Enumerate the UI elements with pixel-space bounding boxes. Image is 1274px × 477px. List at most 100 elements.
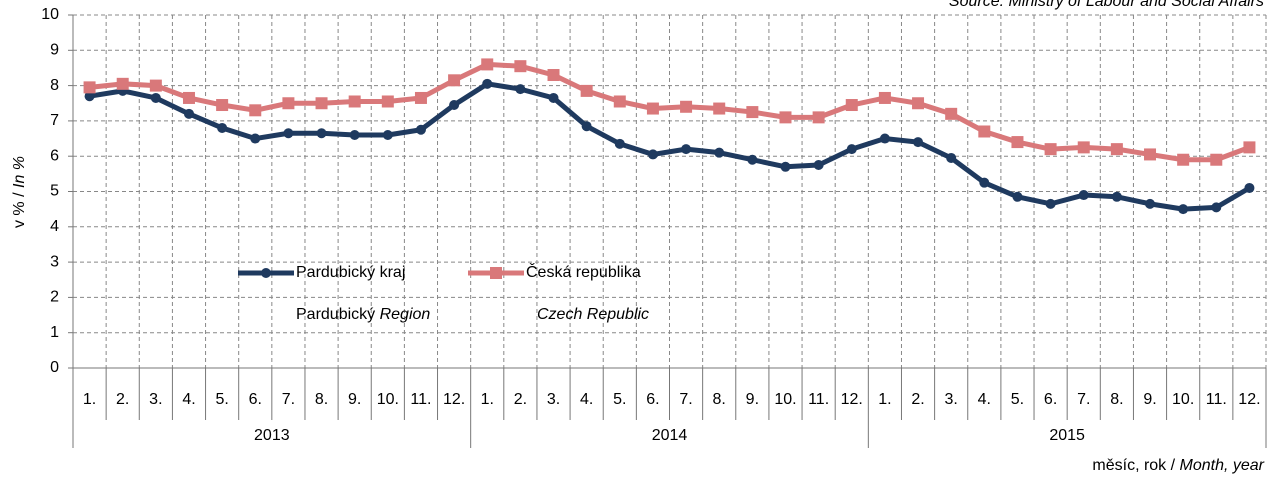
y-tick-label: 6 [50, 147, 59, 164]
x-tick-label: 7. [1077, 391, 1090, 408]
marker [1145, 198, 1156, 209]
x-tick-label: 2. [116, 391, 129, 408]
marker [349, 130, 360, 141]
marker [1144, 148, 1157, 161]
marker [381, 95, 394, 108]
marker [614, 138, 625, 149]
y-tick-label: 7 [50, 112, 59, 129]
marker [680, 100, 693, 113]
marker [747, 154, 758, 165]
marker [780, 161, 791, 172]
x-tick-label: 10. [774, 391, 796, 408]
marker [1044, 143, 1057, 156]
marker [490, 267, 502, 279]
x-tick-label: 6. [249, 391, 262, 408]
marker [581, 121, 592, 132]
marker [548, 92, 559, 103]
group-label: 2015 [1049, 427, 1085, 444]
marker [845, 99, 858, 112]
x-label-part: měsíc, rok / [1092, 457, 1179, 474]
x-tick-label: 7. [679, 391, 692, 408]
marker [1078, 190, 1089, 201]
marker [415, 124, 426, 135]
marker [1110, 143, 1123, 156]
x-tick-label: 9. [1143, 391, 1156, 408]
marker [779, 111, 792, 124]
marker [261, 268, 271, 278]
marker [547, 69, 560, 82]
marker [713, 102, 726, 115]
x-tick-label: 12. [1238, 391, 1260, 408]
marker [913, 137, 924, 148]
marker [217, 122, 228, 133]
marker [348, 95, 361, 108]
x-tick-label: 8. [1110, 391, 1123, 408]
y-tick-label: 10 [41, 6, 59, 23]
marker [979, 177, 990, 188]
x-tick-label: 5. [1011, 391, 1024, 408]
marker [149, 79, 162, 92]
y-tick-label: 0 [50, 359, 59, 376]
marker [1012, 191, 1023, 202]
marker [182, 91, 195, 104]
x-tick-label: 3. [149, 391, 162, 408]
y-axis-label: v % / In % [11, 156, 28, 228]
marker [647, 149, 658, 160]
marker [1045, 198, 1056, 209]
legend-subtitle: Pardubický Region [296, 306, 430, 323]
marker [812, 111, 825, 124]
marker [448, 74, 461, 87]
marker [846, 144, 857, 155]
marker [580, 84, 593, 97]
marker [315, 97, 328, 110]
marker [84, 91, 95, 102]
marker [879, 133, 890, 144]
y-tick-label: 1 [50, 324, 59, 341]
marker [414, 91, 427, 104]
legend-subtitle-part: Region [380, 306, 431, 323]
x-tick-label: 9. [348, 391, 361, 408]
x-tick-label: 10. [377, 391, 399, 408]
x-tick-label: 10. [1172, 391, 1194, 408]
marker [1210, 153, 1223, 166]
x-axis-label: měsíc, rok / Month, year [1092, 457, 1264, 474]
x-tick-label: 5. [215, 391, 228, 408]
x-tick-label: 6. [1044, 391, 1057, 408]
marker [481, 58, 494, 71]
x-tick-label: 4. [580, 391, 593, 408]
marker [1178, 204, 1189, 215]
x-tick-label: 11. [410, 391, 431, 408]
marker [250, 133, 261, 144]
marker [646, 102, 659, 115]
y-label-part: In % [11, 156, 28, 188]
x-tick-label: 11. [1206, 391, 1227, 408]
x-tick-label: 1. [878, 391, 891, 408]
legend-label: Česká republika [526, 262, 641, 281]
legend-subtitle-part: Czech Republic [537, 306, 649, 323]
y-tick-label: 8 [50, 77, 59, 94]
series-line [89, 81, 1251, 212]
marker [945, 107, 958, 120]
marker [282, 97, 295, 110]
group-label: 2014 [652, 427, 688, 444]
x-tick-label: 3. [945, 391, 958, 408]
marker [514, 60, 527, 73]
y-tick-label: 4 [50, 218, 59, 235]
marker [316, 128, 327, 139]
x-label-part: Month, year [1180, 457, 1265, 474]
marker [1243, 141, 1256, 154]
marker [482, 78, 493, 89]
group-label: 2013 [254, 427, 290, 444]
legend-subtitle: Czech Republic [537, 306, 649, 323]
marker [1244, 182, 1255, 193]
x-tick-label: 8. [315, 391, 328, 408]
marker [813, 160, 824, 171]
marker [681, 144, 692, 155]
marker [515, 84, 526, 95]
marker [1011, 136, 1024, 149]
x-tick-label: 2. [514, 391, 527, 408]
y-label-part: v % / [11, 188, 28, 228]
marker [283, 128, 294, 139]
marker [382, 130, 393, 141]
marker [613, 95, 626, 108]
